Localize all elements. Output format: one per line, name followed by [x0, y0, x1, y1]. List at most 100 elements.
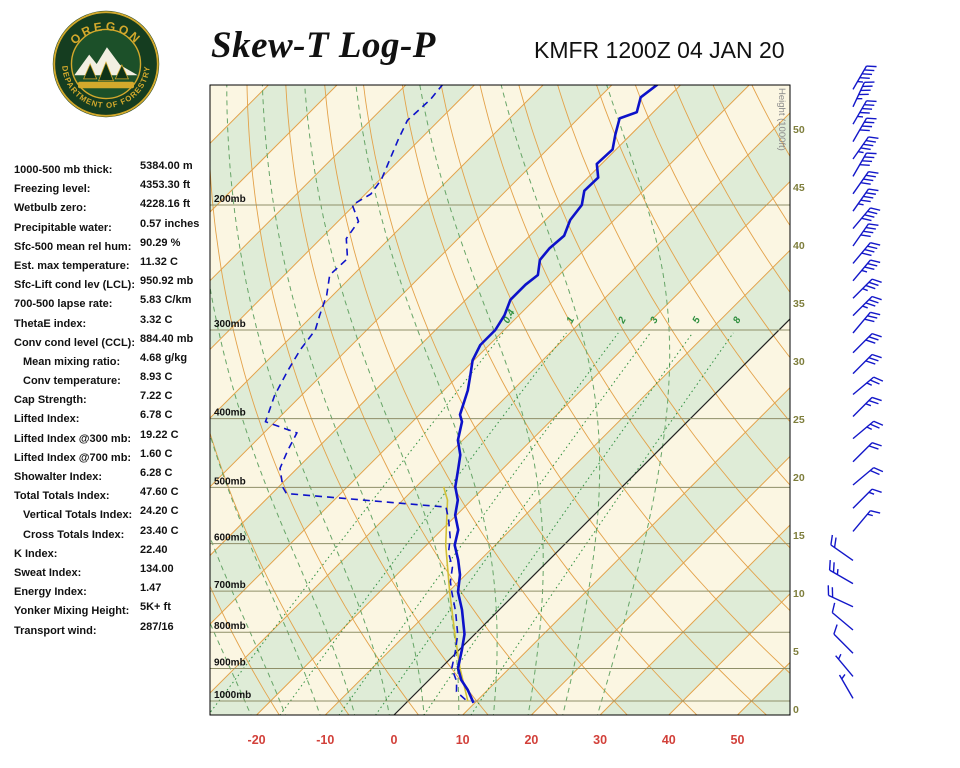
temp-band: [806, 85, 960, 715]
temp-axis-label: 30: [593, 733, 607, 747]
dry-adiabat: [210, 431, 350, 715]
dry-adiabat: [634, 85, 790, 359]
stat-row: Freezing level: 4353.30 ft: [14, 179, 214, 198]
logo-tree: [83, 63, 98, 80]
pressure-label: 500mb: [214, 476, 246, 487]
stat-label: Cross Totals Index:: [23, 528, 125, 541]
stat-label: Conv cond level (CCL):: [14, 336, 136, 349]
station-id-line: KMFR 1200Z 04 JAN 20: [534, 37, 785, 63]
isotherm-line: [531, 455, 790, 715]
stat-value: 5.83 C/km: [140, 294, 192, 307]
stat-label: Est. max temperature:: [14, 259, 130, 272]
wind-barb: [852, 242, 881, 264]
stat-label: Conv temperature:: [23, 375, 121, 388]
moist-adiabat: [500, 85, 601, 715]
stat-label: Sfc-Lift cond lev (LCL):: [14, 279, 135, 292]
dewpoint-trace: [264, 85, 469, 704]
sounding-indices-panel: 1000-500 mb thick: 5384.00 m Freezing leve…: [14, 160, 214, 640]
logo-tree: [97, 61, 115, 82]
dry-adiabat: [363, 85, 698, 715]
wind-barb: [852, 188, 879, 212]
wind-barb: [852, 420, 884, 440]
mixing-ratio-line: [470, 332, 734, 715]
wind-barb: [852, 332, 882, 354]
temp-axis-label: -20: [248, 733, 266, 747]
wind-barb: [852, 278, 882, 299]
height-label: 45: [793, 182, 805, 194]
isotherm-line: [599, 524, 790, 715]
stat-value: 0.57 inches: [140, 217, 200, 230]
dry-adiabat: [673, 85, 790, 294]
mixing-ratio-line: [279, 332, 567, 715]
logo-tree: [114, 64, 129, 80]
stat-row: Cap Strength: 7.22 C: [14, 390, 214, 409]
dry-adiabat: [784, 71, 960, 719]
temp-axis-label: 10: [456, 733, 470, 747]
stat-value: 884.40 mb: [140, 332, 194, 345]
stat-row: Total Totals Index: 47.60 C: [14, 486, 214, 505]
stat-value: 1.47: [140, 582, 162, 595]
stat-row: Yonker Mixing Height: 5K+ ft: [14, 601, 214, 620]
isotherm-line: [210, 85, 613, 488]
page-title: Skew-T Log-P: [211, 25, 436, 66]
wind-barb: [852, 207, 881, 230]
wind-barb: [827, 585, 854, 608]
mixing-ratio-label: 5: [691, 315, 704, 325]
dry-adiabat: [440, 85, 790, 674]
stat-value: 7.22 C: [140, 390, 173, 403]
temperature-trace: [453, 85, 660, 704]
wind-barb: [852, 376, 884, 396]
temp-axis-label: 50: [731, 733, 745, 747]
isotherm-line: [256, 180, 790, 715]
moist-adiabat: [261, 85, 425, 715]
stat-row: Conv cond level (CCL): 884.40 mb: [14, 333, 214, 352]
height-label: 35: [793, 298, 805, 310]
height-label: 25: [793, 414, 805, 426]
stat-value: 6.28 C: [140, 467, 173, 479]
wind-barb: [833, 624, 854, 654]
pressure-label: 300mb: [214, 319, 246, 330]
pressure-label: 600mb: [214, 533, 246, 544]
height-label: 5: [793, 646, 799, 658]
mixing-ratio-line: [210, 332, 504, 714]
stat-row: Conv temperature: 8.93 C: [14, 371, 214, 390]
stat-row: Sweat Index: 134.00: [14, 563, 214, 582]
freezing-isotherm: [393, 318, 790, 715]
stat-value: 47.60 C: [140, 486, 179, 499]
plot-border: [209, 84, 791, 716]
height-label: 50: [793, 124, 805, 136]
stat-value: 3.32 C: [140, 313, 173, 326]
dry-adiabat: [401, 85, 768, 715]
stat-value: 8.93 C: [140, 371, 173, 384]
stat-value: 5K+ ft: [140, 601, 171, 614]
stat-label: Freezing level:: [14, 183, 91, 196]
stat-row: Lifted Index @300 mb: 19.22 C: [14, 429, 214, 448]
stat-row: Precipitable water: 0.57 inches: [14, 218, 214, 237]
wind-barb: [838, 674, 854, 699]
stat-row: Cross Totals Index: 23.40 C: [14, 525, 214, 544]
isotherm-line: [210, 112, 790, 694]
moist-adiabat: [226, 85, 390, 715]
dry-adiabat: [557, 85, 790, 486]
temp-axis-label: 40: [662, 733, 676, 747]
wind-barb: [852, 136, 879, 160]
temp-band: [210, 112, 790, 715]
dry-adiabat: [324, 85, 628, 715]
stat-label: Cap Strength:: [14, 394, 87, 407]
stat-value: 134.00: [140, 562, 174, 575]
pressure-label: 900mb: [214, 658, 246, 669]
wind-barb: [852, 65, 877, 90]
dry-adiabat: [596, 85, 790, 423]
pressure-label: 1000mb: [214, 690, 251, 701]
isotherm-line: [210, 85, 475, 351]
stat-row: ThetaE index: 3.32 C: [14, 314, 214, 333]
moist-adiabat: [304, 85, 460, 715]
stat-label: Yonker Mixing Height:: [14, 605, 130, 618]
parcel-trace: [442, 486, 469, 702]
mixing-ratio-line: [423, 332, 694, 715]
stat-value: 6.78 C: [140, 409, 173, 422]
dry-adiabat: [285, 85, 559, 715]
mixing-ratio-label: 2: [616, 315, 629, 326]
height-label: 10: [793, 588, 805, 600]
